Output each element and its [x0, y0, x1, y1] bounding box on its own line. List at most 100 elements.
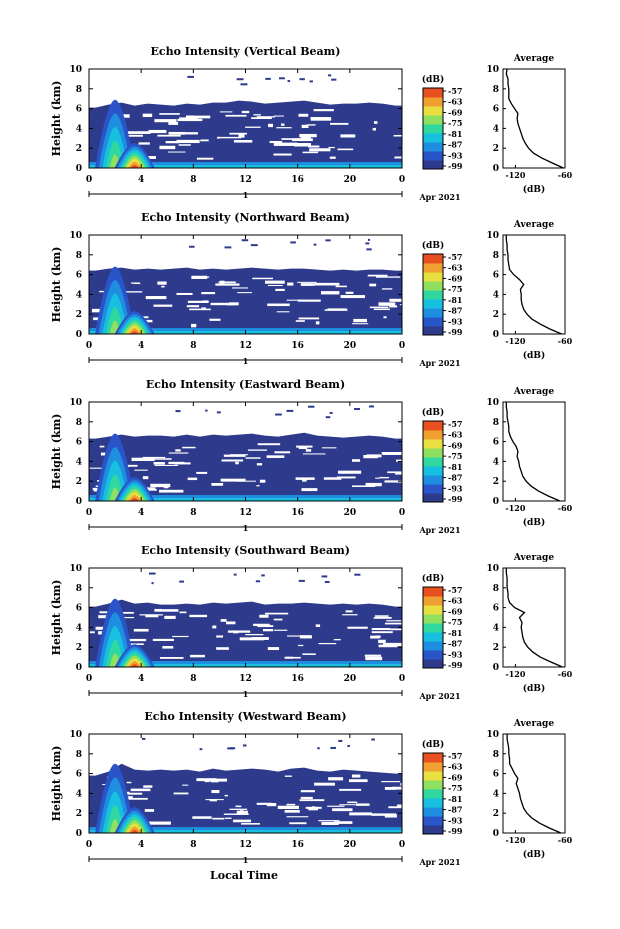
colorbar-segment: [423, 448, 443, 458]
data-gap: [99, 290, 105, 293]
y-tick-label: 2: [76, 310, 82, 320]
data-gap: [89, 631, 95, 634]
data-gap: [139, 614, 163, 616]
colorbar-tick-label: -63: [448, 430, 463, 440]
data-gap: [267, 647, 280, 651]
data-gap: [219, 280, 225, 284]
data-gap: [363, 455, 378, 459]
data-gap: [235, 805, 242, 808]
data-gap: [300, 796, 313, 799]
x-tick-label: 20: [344, 175, 357, 185]
colorbar-tick-label: -69: [448, 107, 463, 117]
data-gap: [336, 476, 356, 479]
data-gap: [161, 285, 165, 288]
high-echo: [233, 573, 237, 576]
data-gap: [314, 282, 340, 286]
data-gap: [178, 144, 191, 146]
x-tick-label: 0: [399, 175, 405, 185]
data-gap: [130, 788, 151, 792]
data-gap: [236, 480, 256, 482]
colorbar-segment: [423, 290, 443, 300]
colorbar-tick-label: -87: [448, 473, 462, 483]
echo-layer: [89, 763, 402, 833]
colorbar-segment: [423, 596, 443, 606]
colorbar-segment: [423, 762, 443, 772]
average-title: Average: [513, 387, 554, 397]
data-gap: [154, 608, 162, 612]
data-gap: [201, 292, 216, 295]
average-title: Average: [513, 553, 554, 563]
data-gap: [211, 482, 224, 486]
colorbar-segment: [423, 281, 443, 291]
data-gap: [305, 449, 312, 452]
data-gap: [299, 133, 317, 138]
data-gap: [367, 274, 388, 277]
data-gap: [157, 281, 167, 285]
data-gap: [236, 810, 248, 815]
y-axis-label: Height (km): [50, 247, 63, 323]
data-gap: [352, 459, 361, 462]
data-gap: [323, 477, 342, 480]
data-gap: [274, 629, 288, 631]
colorbar-tick-label: -69: [448, 606, 463, 616]
data-gap: [218, 281, 236, 284]
data-gap: [190, 654, 205, 658]
data-gap: [239, 637, 264, 641]
x-tick-label: 12: [239, 175, 252, 185]
avg-x-tick-label: -120: [505, 170, 525, 180]
colorbar-segment: [423, 484, 443, 494]
y-tick-label: 0: [76, 330, 82, 340]
colorbar-tick-label: -99: [448, 660, 463, 670]
x-tick-label: 8: [190, 840, 196, 850]
data-gap: [148, 129, 167, 134]
data-gap: [257, 443, 281, 446]
data-gap: [91, 308, 106, 313]
y-tick-label: 6: [76, 770, 82, 780]
avg-y-tick-label: 10: [486, 231, 499, 241]
colorbar-tick-label: -87: [448, 140, 462, 150]
avg-y-tick-label: 2: [493, 310, 499, 320]
y-tick-label: 6: [76, 271, 82, 281]
y-axis-label: Height (km): [50, 746, 63, 822]
data-gap: [256, 116, 276, 118]
data-gap: [382, 453, 402, 456]
data-gap: [327, 805, 345, 807]
data-gap: [126, 796, 133, 799]
high-echo: [187, 75, 195, 78]
data-gap: [351, 485, 376, 488]
colorbar-segment: [423, 133, 443, 143]
y-axis-label: Height (km): [50, 81, 63, 157]
data-gap: [265, 280, 285, 284]
x-tick-label: 4: [138, 508, 144, 518]
data-gap: [267, 303, 290, 307]
data-gap: [371, 631, 393, 634]
x-tick-label: 0: [399, 508, 405, 518]
data-gap: [130, 282, 141, 284]
data-gap: [168, 461, 185, 465]
colorbar-segment: [423, 299, 443, 309]
data-gap: [223, 813, 249, 815]
data-gap: [196, 471, 208, 474]
data-gap: [152, 638, 174, 642]
data-gap: [230, 454, 249, 456]
x-tick-label: 20: [344, 508, 357, 518]
avg-y-tick-label: 6: [493, 604, 499, 614]
x-tick-label: 0: [399, 840, 405, 850]
data-gap: [265, 612, 289, 615]
data-gap: [284, 810, 300, 813]
colorbar-segment: [423, 263, 443, 273]
high-echo: [331, 78, 337, 81]
colorbar-tick-label: -99: [448, 327, 463, 337]
data-gap: [232, 287, 248, 289]
data-gap: [210, 780, 219, 783]
data-gap: [209, 799, 217, 802]
colorbar-tick-label: -57: [448, 86, 462, 96]
high-echo: [287, 80, 291, 83]
y-tick-label: 8: [76, 750, 82, 760]
data-gap: [353, 318, 367, 323]
colorbar-unit: (dB): [422, 74, 444, 85]
data-gap: [268, 123, 274, 128]
data-gap: [384, 786, 396, 790]
data-gap: [296, 445, 313, 448]
average-profile-line: [505, 568, 563, 668]
